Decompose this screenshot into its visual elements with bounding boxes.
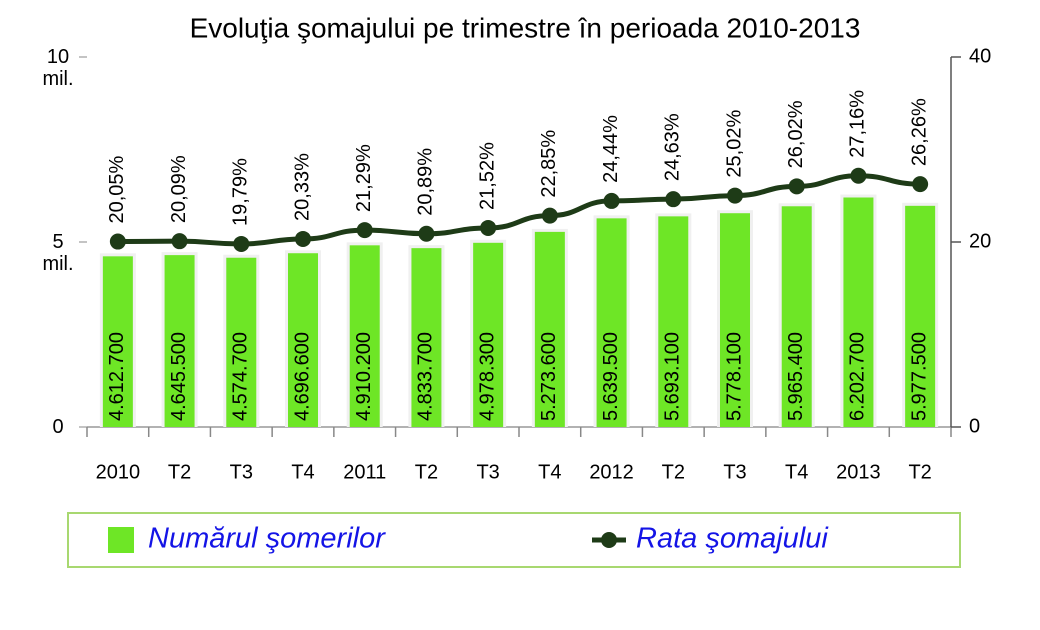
x-tick-label: 2013 [836,461,881,483]
line-marker [418,225,435,242]
line-value-label: 20,89% [415,148,437,216]
x-tick-label: 2011 [343,461,386,483]
line-marker [356,222,373,239]
line-marker [665,191,682,208]
bar-value-label: 5.778.100 [723,332,745,421]
line-value-label: 20,09% [168,155,190,223]
line-value-label: 21,52% [476,142,498,210]
bar [473,242,504,427]
x-tick-label: T3 [723,461,746,483]
x-tick-label: T2 [415,461,438,483]
x-tick-label: T2 [908,461,931,483]
bar-value-label: 5.693.100 [662,332,684,421]
line-marker [850,167,867,184]
line-marker [233,235,250,252]
x-tick-label: T2 [662,461,685,483]
line-marker [912,176,929,193]
bar [164,255,195,427]
bar-value-label: 4.645.500 [168,332,190,421]
bar-value-label: 5.965.400 [785,332,807,421]
line-value-label: 27,16% [847,90,869,158]
x-tick-label: T4 [785,461,808,483]
x-tick-label: T3 [230,461,253,483]
x-tick-label: 2012 [589,461,634,483]
bar [288,253,318,427]
line-marker [295,230,311,247]
bar [720,213,750,427]
y-tick-label: 5 mil. [42,231,74,275]
bar-value-label: 4.612.700 [106,332,128,421]
legend-swatch-marker [601,532,617,548]
line-value-label: 22,85% [538,130,560,198]
bar-value-label: 5.977.500 [908,332,930,421]
bar-value-label: 5.273.600 [538,332,560,421]
bar [411,248,442,427]
bar [658,216,689,427]
bar-value-label: 4.910.200 [353,332,375,421]
line-value-label: 26,26% [908,98,930,166]
line-value-label: 24,44% [600,115,622,183]
line-marker [603,192,620,209]
line-marker [171,233,188,250]
x-tick-label: T3 [476,461,499,483]
bar [905,205,936,427]
bar-value-label: 4.574.700 [230,332,252,421]
line-value-label: 24,63% [662,113,684,181]
line-value-label: 19,79% [230,158,252,226]
line-value-label: 20,05% [106,155,128,223]
x-tick-label: T4 [291,461,314,483]
y2-tick-label: 40 [969,45,991,67]
bar-value-label: 4.833.700 [415,332,437,421]
line-value-label: 25,02% [723,110,745,178]
line-value-label: 26,02% [785,100,807,168]
bar [596,218,627,427]
chart-title: Evoluţia şomajului pe trimestre în perio… [190,12,861,43]
bar [534,231,565,427]
y-tick-label: 0 [52,416,64,438]
legend-label: Numărul şomerilor [148,523,386,555]
line-marker [541,207,558,224]
bar-value-label: 4.978.300 [476,332,498,421]
x-tick-label: T2 [168,461,191,483]
y2-tick-label: 20 [969,230,991,252]
bar [781,206,812,427]
legend-swatch [108,527,134,553]
bar [349,245,380,427]
bar [226,257,257,427]
legend-label: Rata şomajului [636,523,829,555]
bar-value-label: 5.639.500 [600,332,622,421]
line-marker [109,233,126,250]
legend-box [67,512,961,568]
bar-value-label: 4.696.600 [291,332,313,421]
bar [843,197,874,427]
x-tick-label: 2010 [96,461,141,483]
x-tick-label: T4 [538,461,561,483]
line-marker [727,187,743,204]
y2-tick-label: 0 [969,415,980,437]
line-marker [788,178,805,195]
bar [102,256,133,427]
line-value-label: 20,33% [291,153,313,221]
line-value-label: 21,29% [353,144,375,212]
line-marker [480,219,497,236]
y-tick-label: 10 mil. [42,46,74,90]
bar-value-label: 6.202.700 [847,332,869,421]
